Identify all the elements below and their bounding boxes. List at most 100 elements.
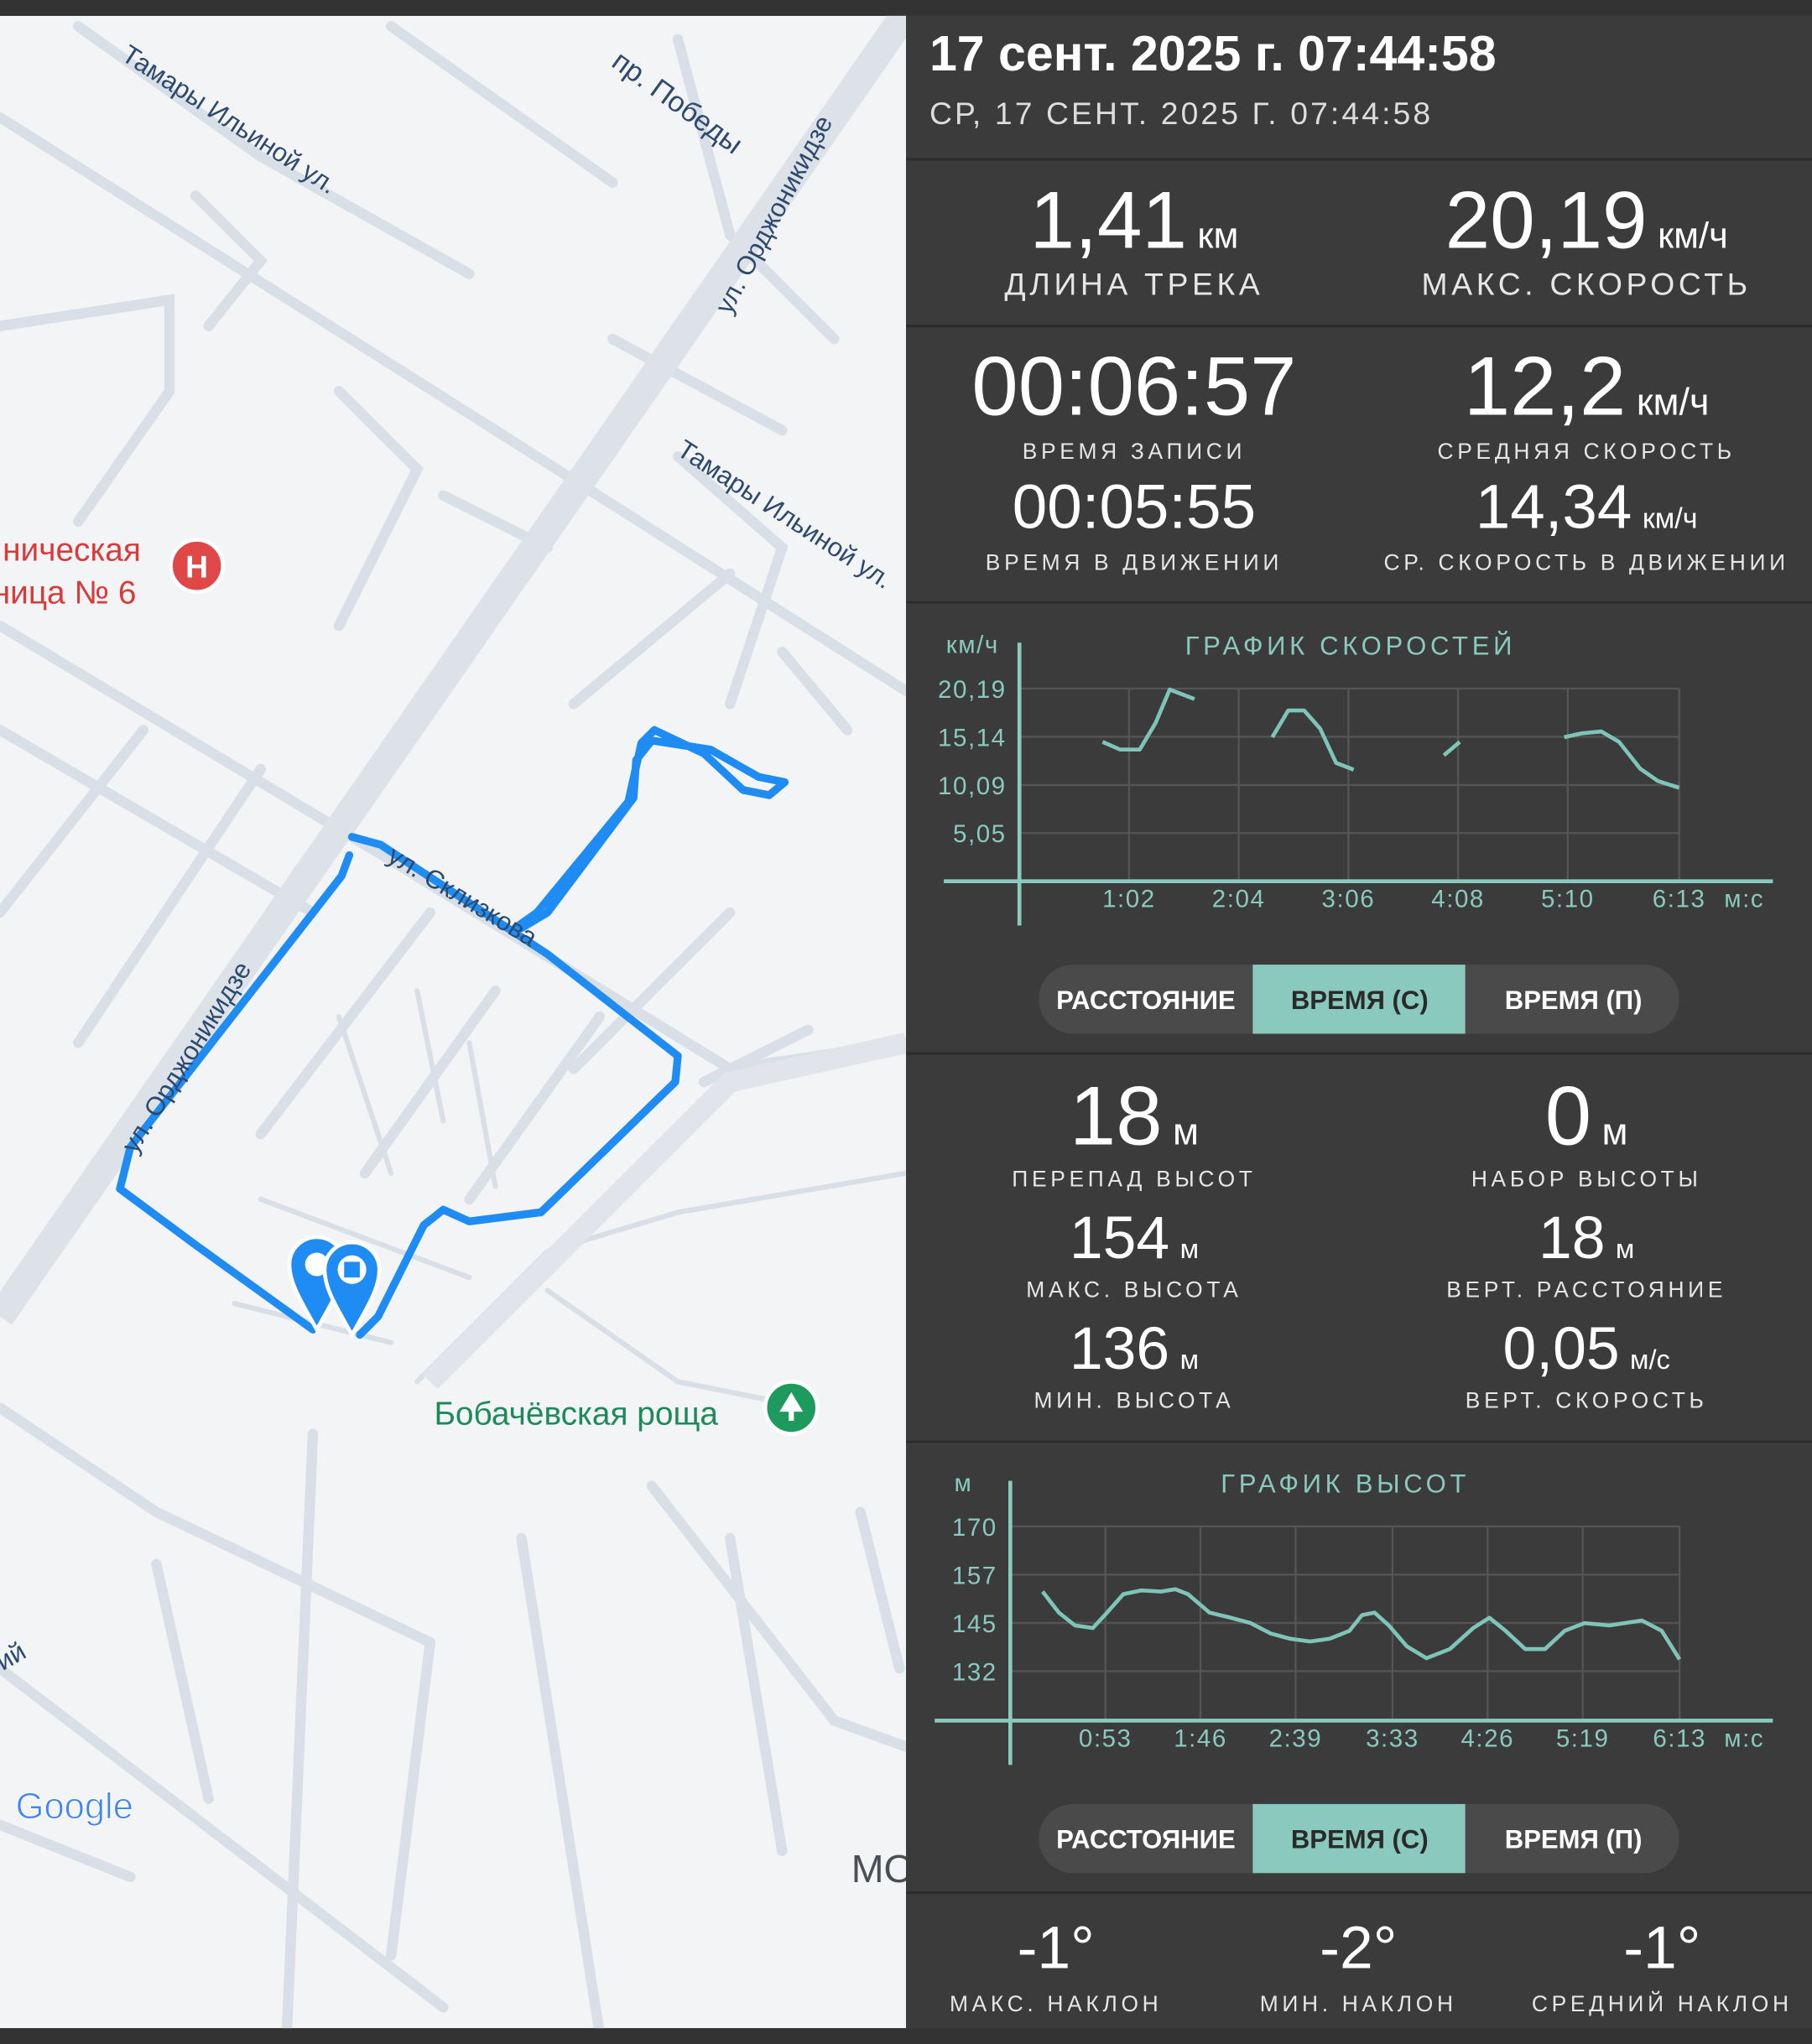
stat-unit: м xyxy=(1180,1344,1199,1375)
x-tick-label: 4:26 xyxy=(1461,1725,1514,1753)
park-icon-glyph xyxy=(779,1391,804,1422)
stat-value: 18 м xyxy=(1070,1070,1199,1163)
stat-number: 18 xyxy=(1070,1070,1163,1163)
map-bg xyxy=(0,15,906,2029)
stat-label: МАКС. СКОРОСТЬ xyxy=(1422,266,1752,301)
stat-value: -1° xyxy=(1018,1915,1095,1982)
tab-selected xyxy=(1252,1803,1466,1874)
x-tick-label: 4:08 xyxy=(1431,886,1485,913)
stat-value: 1,41 км xyxy=(1030,175,1239,265)
tab[interactable]: ВРЕМЯ (П) xyxy=(1505,1825,1643,1854)
stat-label: СРЕДНЯЯ СКОРОСТЬ xyxy=(1438,439,1736,464)
y-tick-label: 145 xyxy=(952,1610,997,1638)
stat-label: ВРЕМЯ ЗАПИСИ xyxy=(1023,439,1246,464)
dividers xyxy=(906,158,1812,1895)
x-tick-label: 5:10 xyxy=(1541,886,1595,913)
x-tick-label: 5:19 xyxy=(1556,1725,1610,1753)
stat-number: 12,2 xyxy=(1464,340,1627,433)
y-tick-label: 170 xyxy=(952,1514,997,1542)
y-tick-label: 157 xyxy=(952,1562,997,1589)
place-label: ница № 6 xyxy=(0,575,136,611)
x-tick-label: 1:46 xyxy=(1174,1725,1227,1753)
roads xyxy=(0,15,906,2029)
chart-title: ГРАФИК СКОРОСТЕЙ xyxy=(1185,630,1516,660)
tab[interactable]: ВРЕМЯ (С) xyxy=(1291,1825,1429,1854)
stat-number: -1° xyxy=(1018,1915,1095,1982)
stat-unit: км xyxy=(1197,216,1238,256)
stat-number: 20,19 xyxy=(1445,175,1648,265)
map-logo: Google xyxy=(16,1787,133,1827)
speed-tabs: РАССТОЯНИЕ ВРЕМЯ (С) ВРЕМЯ (П) xyxy=(1039,965,1679,1034)
stat-unit: м/с xyxy=(1630,1344,1670,1375)
data-line xyxy=(1101,687,1680,790)
stat-unit: м xyxy=(1173,1110,1199,1153)
y-tick-label: 20,19 xyxy=(938,676,1007,704)
x-tick-label: 3:06 xyxy=(1322,886,1376,913)
data-line xyxy=(1041,1587,1682,1661)
tab[interactable]: ВРЕМЯ (П) xyxy=(1505,986,1643,1015)
y-unit: км/ч xyxy=(946,632,999,659)
stat-number: 00:06:57 xyxy=(971,340,1296,433)
stat-unit: км/ч xyxy=(1658,216,1728,256)
stat-value: 20,19 км/ч xyxy=(1445,175,1728,265)
stat-label: ВЕРТ. РАССТОЯНИЕ xyxy=(1446,1277,1726,1302)
place-label: МО xyxy=(851,1847,914,1891)
stat-number: 00:05:55 xyxy=(1013,471,1256,542)
stat-number: 154 xyxy=(1070,1204,1169,1272)
stat-value: 00:05:55 xyxy=(1013,471,1256,542)
y-tick-label: 5,05 xyxy=(953,820,1007,848)
stat-label: ВЕРТ. СКОРОСТЬ xyxy=(1466,1387,1708,1412)
stat-number: 14,34 xyxy=(1476,471,1632,542)
stat-number: 0 xyxy=(1545,1070,1591,1163)
stat-unit: м xyxy=(1616,1233,1634,1264)
stat-value: -2° xyxy=(1320,1915,1397,1982)
stat-label: МАКС. НАКЛОН xyxy=(950,1991,1162,2016)
tab[interactable]: РАССТОЯНИЕ xyxy=(1056,1825,1236,1854)
stat-number: 136 xyxy=(1070,1315,1169,1382)
x-unit: м:с xyxy=(1724,1725,1764,1753)
stat-number: -2° xyxy=(1320,1915,1397,1982)
x-tick-label: 2:04 xyxy=(1212,886,1266,913)
y-tick-label: 10,09 xyxy=(938,772,1007,800)
stat-label: МИН. НАКЛОН xyxy=(1260,1991,1457,2016)
tab[interactable]: ВРЕМЯ (С) xyxy=(1291,986,1429,1015)
y-tick-label: 15,14 xyxy=(938,724,1007,752)
stat-number: 1,41 xyxy=(1030,175,1187,265)
tab-selected xyxy=(1252,965,1466,1034)
stat-value: 00:06:57 xyxy=(971,340,1296,433)
stat-label: МИН. ВЫСОТА xyxy=(1034,1387,1234,1412)
place-label: Бобачёвская роща xyxy=(434,1396,718,1433)
y-unit: м xyxy=(954,1469,972,1497)
track-markers[interactable] xyxy=(287,1235,382,1339)
stat-number: 18 xyxy=(1539,1204,1605,1272)
stat-value: 0,05 м/с xyxy=(1502,1315,1669,1382)
stat-unit: км/ч xyxy=(1637,380,1710,423)
map[interactable]: H Тамары Ильиной ул. пр. Победы ул. Ордж… xyxy=(0,13,914,2034)
hospital-icon-glyph: H xyxy=(185,549,208,585)
stat-unit: м xyxy=(1180,1233,1199,1264)
header-subtitle: СР, 17 СЕНТ. 2025 Г. 07:44:58 xyxy=(929,96,1433,131)
stat-value: 18 м xyxy=(1539,1204,1634,1272)
stat-value: 136 м xyxy=(1070,1315,1199,1382)
stat-label: ДЛИНА ТРЕКА xyxy=(1004,266,1263,301)
stat-value: 12,2 км/ч xyxy=(1464,340,1710,433)
stat-unit: км/ч xyxy=(1643,503,1698,535)
stat-label: МАКС. ВЫСОТА xyxy=(1026,1277,1242,1302)
chart-title: ГРАФИК ВЫСОТ xyxy=(1221,1469,1470,1498)
stat-value: -1° xyxy=(1623,1915,1700,1982)
hospital-icon[interactable] xyxy=(169,538,226,595)
x-tick-label: 2:39 xyxy=(1269,1725,1323,1753)
route xyxy=(116,726,789,1339)
y-tick-label: 132 xyxy=(952,1658,997,1686)
stat-number: -1° xyxy=(1623,1915,1700,1982)
x-unit: м:с xyxy=(1724,886,1764,913)
x-tick-label: 1:02 xyxy=(1102,886,1156,913)
stat-label: ПЕРЕПАД ВЫСОТ xyxy=(1012,1166,1256,1191)
x-tick-label: 3:33 xyxy=(1366,1725,1419,1753)
tab[interactable]: РАССТОЯНИЕ xyxy=(1056,986,1236,1015)
stat-number: 0,05 xyxy=(1502,1315,1619,1382)
altitude-tabs: РАССТОЯНИЕ ВРЕМЯ (С) ВРЕМЯ (П) xyxy=(1039,1803,1679,1874)
stat-label: СР. СКОРОСТЬ В ДВИЖЕНИИ xyxy=(1384,549,1789,575)
